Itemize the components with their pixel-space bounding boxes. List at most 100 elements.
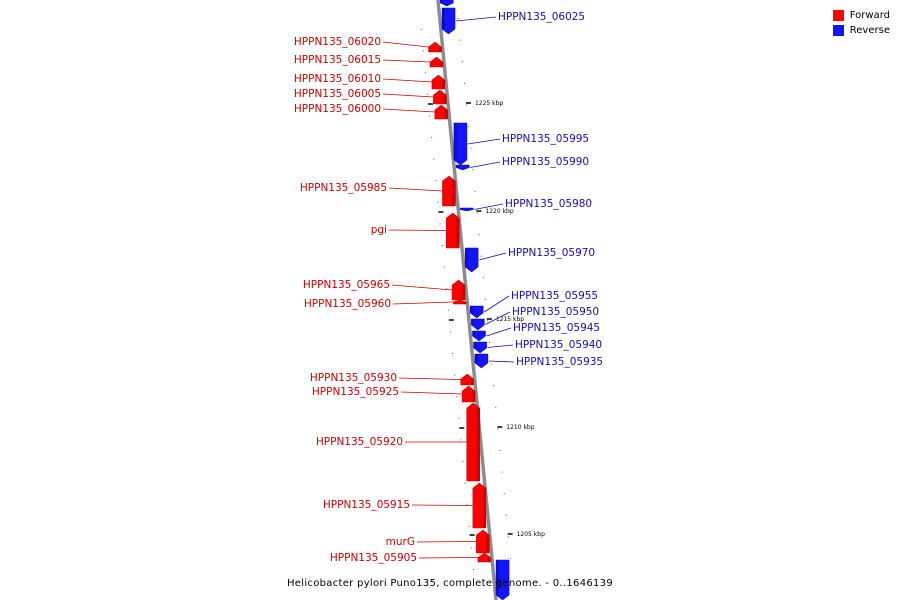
gene-label-HPPN135_05915[interactable]: HPPN135_05915 bbox=[323, 499, 410, 511]
gene-shade bbox=[438, 47, 442, 52]
minor-tick bbox=[476, 212, 478, 214]
minor-tick bbox=[507, 536, 509, 538]
gene-label-HPPN135_05940[interactable]: HPPN135_05940 bbox=[515, 339, 602, 351]
gene-reverse-unlabeled-0[interactable] bbox=[440, 0, 454, 7]
tick-label: 1205 kbp bbox=[517, 531, 545, 538]
minor-tick bbox=[459, 39, 461, 41]
gene-label-HPPN135_05980[interactable]: HPPN135_05980 bbox=[505, 198, 592, 210]
minor-tick bbox=[452, 353, 454, 354]
gene-shade bbox=[470, 306, 474, 313]
leader-line bbox=[487, 344, 514, 348]
gene-shade bbox=[471, 319, 475, 325]
gene-label-HPPN135_05920[interactable]: HPPN135_05920 bbox=[316, 436, 403, 448]
gene-label-murG[interactable]: murG bbox=[386, 536, 415, 548]
minor-tick bbox=[484, 298, 486, 300]
minor-tick bbox=[491, 363, 493, 365]
leader-line bbox=[411, 504, 473, 506]
gene-label-HPPN135_06020[interactable]: HPPN135_06020 bbox=[294, 36, 381, 48]
minor-tick bbox=[447, 309, 449, 311]
gene-labels: HPPN135_06020 HPPN135_06015 HPPN135_06010 H… bbox=[294, 11, 603, 564]
minor-tick bbox=[489, 342, 491, 343]
minor-tick bbox=[482, 277, 484, 279]
gene-label-HPPN135_05930[interactable]: HPPN135_05930 bbox=[310, 372, 397, 384]
gene-forward-HPPN135_06005[interactable] bbox=[433, 89, 447, 105]
gene-shade bbox=[460, 208, 464, 210]
gene-shade bbox=[462, 285, 466, 300]
gene-shade bbox=[452, 181, 456, 206]
gene-reverse-HPPN135_05955[interactable] bbox=[469, 305, 484, 319]
gene-shade bbox=[472, 391, 476, 402]
legend: Forward Reverse bbox=[832, 8, 890, 38]
minor-tick bbox=[458, 417, 460, 419]
gene-label-HPPN135_05965[interactable]: HPPN135_05965 bbox=[303, 279, 390, 291]
gene-label-HPPN135_05945[interactable]: HPPN135_05945 bbox=[513, 322, 600, 334]
minor-tick bbox=[424, 72, 426, 74]
tick-label: 1220 kbp bbox=[485, 208, 513, 215]
minor-tick bbox=[509, 558, 511, 559]
gene-label-HPPN135_05990[interactable]: HPPN135_05990 bbox=[502, 156, 589, 168]
gene-label-HPPN135_05925[interactable]: HPPN135_05925 bbox=[312, 386, 399, 398]
minor-tick bbox=[499, 450, 501, 451]
minor-tick bbox=[443, 266, 445, 268]
gene-label-HPPN135_05955[interactable]: HPPN135_05955 bbox=[511, 290, 598, 302]
gene-reverse-HPPN135_05970[interactable] bbox=[464, 247, 479, 273]
gene-forward-HPPN135_06000[interactable] bbox=[434, 104, 449, 120]
minor-tick bbox=[422, 50, 424, 52]
gene-shade bbox=[487, 557, 491, 562]
gene-label-HPPN135_05970[interactable]: HPPN135_05970 bbox=[508, 247, 595, 259]
minor-tick bbox=[437, 201, 439, 203]
leader-line bbox=[416, 541, 477, 543]
legend-label-reverse: Reverse bbox=[849, 25, 890, 36]
gene-forward-HPPN135_06010[interactable] bbox=[431, 74, 446, 90]
gene-label-HPPN135_06025[interactable]: HPPN135_06025 bbox=[498, 11, 585, 23]
gene-reverse-HPPN135_06025[interactable] bbox=[441, 7, 456, 35]
gene-label-HPPN135_05905[interactable]: HPPN135_05905 bbox=[330, 552, 417, 564]
minor-tick bbox=[462, 461, 464, 462]
forward-swatch bbox=[832, 10, 844, 21]
minor-tick bbox=[454, 374, 456, 376]
leader-line bbox=[467, 138, 501, 145]
gene-label-HPPN135_05995[interactable]: HPPN135_05995 bbox=[502, 133, 589, 145]
gene-forward-HPPN135_05920[interactable] bbox=[466, 402, 480, 482]
leader-line bbox=[382, 78, 432, 83]
gene-reverse-HPPN135_05950[interactable] bbox=[471, 318, 485, 331]
gene-label-HPPN135_06015[interactable]: HPPN135_06015 bbox=[294, 54, 381, 66]
gene-reverse-HPPN135_05980[interactable] bbox=[460, 207, 474, 212]
leader-line bbox=[488, 360, 515, 363]
gene-label-HPPN135_06010[interactable]: HPPN135_06010 bbox=[294, 73, 381, 85]
leader-line bbox=[474, 203, 504, 210]
gene-reverse-HPPN135_05995[interactable] bbox=[453, 122, 468, 166]
gene-reverse-HPPN135_05990[interactable] bbox=[455, 164, 470, 171]
gene-label-HPPN135_05985[interactable]: HPPN135_05985 bbox=[300, 182, 387, 194]
minor-tick bbox=[472, 569, 474, 570]
gene-label-HPPN135_05960[interactable]: HPPN135_05960 bbox=[304, 298, 391, 310]
minor-tick bbox=[464, 482, 466, 484]
minor-tick bbox=[470, 547, 472, 549]
minor-tick bbox=[501, 471, 503, 473]
minor-tick bbox=[472, 169, 474, 171]
gene-reverse-unlabeled-1[interactable] bbox=[495, 559, 510, 600]
gene-shade bbox=[476, 408, 480, 481]
gene-reverse-HPPN135_05945[interactable] bbox=[472, 330, 486, 342]
gene-shade bbox=[472, 331, 476, 336]
gene-forward-pgi[interactable] bbox=[446, 212, 460, 249]
leader-line bbox=[418, 557, 478, 559]
gene-label-pgi[interactable]: pgi bbox=[371, 224, 387, 236]
gene-shade bbox=[486, 535, 490, 553]
gene-shade bbox=[456, 165, 460, 168]
gene-reverse-HPPN135_05935[interactable] bbox=[474, 353, 489, 369]
minor-tick bbox=[495, 406, 497, 408]
gene-features bbox=[428, 0, 510, 600]
gene-label-HPPN135_06005[interactable]: HPPN135_06005 bbox=[294, 88, 381, 100]
gene-forward-HPPN135_05905[interactable] bbox=[477, 552, 492, 563]
gene-label-HPPN135_05935[interactable]: HPPN135_05935 bbox=[516, 356, 603, 368]
gene-shade bbox=[474, 354, 478, 363]
leader-line bbox=[382, 41, 429, 48]
leader-line bbox=[388, 187, 443, 192]
gene-label-HPPN135_05950[interactable]: HPPN135_05950 bbox=[512, 306, 599, 318]
genome-caption: Helicobacter pylori Puno135, complete ge… bbox=[286, 578, 614, 589]
gene-forward-HPPN135_05925[interactable] bbox=[461, 385, 476, 403]
gene-label-HPPN135_06000[interactable]: HPPN135_06000 bbox=[294, 103, 381, 115]
gene-reverse-HPPN135_05940[interactable] bbox=[473, 341, 487, 354]
